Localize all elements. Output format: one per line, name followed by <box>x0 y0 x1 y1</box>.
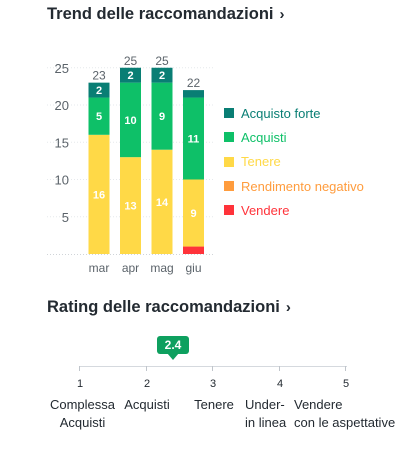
bar-segment-mar-acquisto-forte <box>88 82 110 98</box>
legend-label-acquisto-forte: Acquisto forte <box>241 105 321 121</box>
bar-value-label-apr-tenere: 13 <box>124 201 136 213</box>
rating-scale-line <box>79 366 347 367</box>
scale-label-3: Tenere <box>194 397 234 412</box>
bar-total-label-apr: 25 <box>124 54 138 68</box>
chevron-right-icon: › <box>285 299 291 316</box>
legend-item-rendimento-negativo[interactable]: Rendimento negativo <box>224 174 364 198</box>
scale-tick-1 <box>79 366 80 371</box>
legend-item-acquisto-forte[interactable]: Acquisto forte <box>224 101 364 125</box>
bar-total-label-giu: 22 <box>187 76 201 90</box>
x-tick-label-mar: mar <box>89 261 110 275</box>
legend-item-acquisti[interactable]: Acquisti <box>224 125 364 149</box>
bar-value-label-giu-acquisti: 11 <box>188 134 200 146</box>
bar-segment-apr-acquisti <box>120 82 141 158</box>
legend-label-acquisti: Acquisti <box>241 129 287 145</box>
y-tick-label-25: 25 <box>55 61 69 76</box>
scale-number-2: 2 <box>143 378 151 390</box>
rating-title-link[interactable]: Rating delle raccomandazioni › <box>47 298 291 317</box>
legend-item-vendere[interactable]: Vendere <box>224 198 364 222</box>
bar-segment-giu-acquisti <box>183 97 204 180</box>
bar-segment-giu-acquisto-forte <box>183 90 204 98</box>
legend-label-vendere: Vendere <box>241 202 290 218</box>
bar-segment-giu-tenere <box>183 179 204 247</box>
bar-segment-mag-acquisti <box>151 82 173 150</box>
bar-value-label-mar-acquisto-forte: 2 <box>96 85 102 97</box>
scale-tick-5 <box>345 366 346 371</box>
scale-tick-2 <box>146 366 147 371</box>
legend-swatch-vendere <box>224 205 234 216</box>
bar-value-label-apr-acquisto-forte: 2 <box>127 70 133 82</box>
x-tick-label-apr: apr <box>122 261 139 275</box>
rating-value-badge: 2.4 <box>157 336 189 354</box>
legend-swatch-acquisti <box>224 132 234 143</box>
bar-segment-mag-tenere <box>151 149 173 254</box>
x-tick-label-giu: giu <box>185 261 201 275</box>
bar-value-label-mag-acquisti: 9 <box>159 111 165 123</box>
y-tick-label-10: 10 <box>55 173 69 188</box>
legend-swatch-acquisto-forte <box>224 108 234 119</box>
bar-segment-mar-tenere <box>88 134 110 254</box>
chart-legend: Acquisto forte Acquisti Tenere Rendiment… <box>224 101 364 222</box>
bar-segment-mar-acquisti <box>88 97 110 135</box>
legend-swatch-tenere <box>224 156 234 167</box>
trend-title-link[interactable]: Trend delle raccomandazioni › <box>47 5 284 24</box>
scale-number-5: 5 <box>342 378 350 390</box>
bar-value-label-apr-acquisti: 10 <box>124 115 136 127</box>
rating-pointer-marker <box>167 353 179 360</box>
bar-value-label-mar-acquisti: 5 <box>96 111 102 123</box>
recommendation-trend-chart: 5 10 15 20 25 16 5 2 23 mar 13 10 2 25 apr 14 9 2 25 mag 9 11… <box>47 54 215 275</box>
legend-item-tenere[interactable]: Tenere <box>224 150 364 174</box>
chevron-right-icon: › <box>279 6 285 23</box>
scale-label-1: Complessa Acquisti <box>49 397 116 430</box>
bar-segment-apr-acquisto-forte <box>120 67 141 83</box>
bar-value-label-giu-tenere: 9 <box>190 208 196 220</box>
scale-label-2: Acquisti <box>124 397 170 412</box>
bar-total-label-mar: 23 <box>92 69 106 83</box>
y-tick-label-15: 15 <box>55 135 69 150</box>
y-tick-label-20: 20 <box>55 98 69 113</box>
scale-label-5: Vendere con le aspettative <box>294 397 396 430</box>
scale-tick-4 <box>279 366 280 371</box>
scale-number-4: 4 <box>276 378 284 390</box>
bar-value-label-mag-acquisto-forte: 2 <box>159 70 165 82</box>
scale-number-3: 3 <box>209 378 217 390</box>
trend-title-text: Trend delle raccomandazioni <box>47 5 274 23</box>
bar-segment-apr-tenere <box>120 157 141 254</box>
scale-label-4: Under- in linea <box>245 397 287 430</box>
bar-total-label-mag: 25 <box>155 54 169 68</box>
scale-tick-3 <box>212 366 213 371</box>
rating-title-text: Rating delle raccomandazioni <box>47 298 280 316</box>
bar-value-label-mar-tenere: 16 <box>93 189 105 201</box>
bar-segment-mag-acquisto-forte <box>151 67 173 83</box>
scale-number-1: 1 <box>76 378 84 390</box>
legend-swatch-rendimento-negativo <box>224 181 234 192</box>
x-tick-label-mag: mag <box>150 261 173 275</box>
legend-label-rendimento-negativo: Rendimento negativo <box>241 178 364 194</box>
bar-segment-giu-vendere <box>183 246 204 254</box>
legend-label-tenere: Tenere <box>241 154 281 170</box>
bar-value-label-mag-tenere: 14 <box>156 197 169 209</box>
y-tick-label-5: 5 <box>62 210 69 225</box>
